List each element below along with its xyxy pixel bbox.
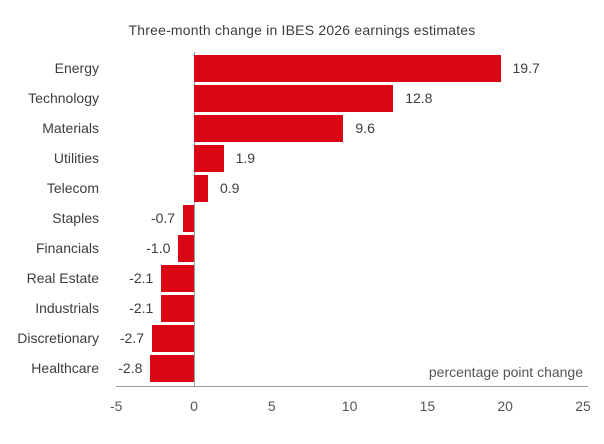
x-tick-label: 20 (497, 398, 513, 414)
value-label: 1.9 (235, 150, 256, 166)
value-label: 12.8 (405, 90, 433, 106)
category-label: Energy (54, 60, 99, 76)
x-tick-label: 5 (267, 398, 276, 414)
category-label: Industrials (35, 300, 99, 316)
bar (178, 235, 194, 262)
bar (161, 295, 194, 322)
bar (152, 325, 194, 352)
bar (161, 265, 194, 292)
x-axis-line (116, 386, 588, 387)
value-label: -2.7 (119, 330, 144, 346)
value-label: -2.8 (118, 360, 143, 376)
category-label: Technology (28, 90, 99, 106)
value-label: 19.7 (512, 60, 540, 76)
value-label: -0.7 (150, 210, 176, 226)
value-label: 0.9 (220, 180, 240, 196)
x-axis-annotation: percentage point change (428, 364, 583, 380)
bar (194, 115, 344, 142)
bar (183, 205, 194, 232)
bar (150, 355, 194, 382)
chart-title: Three-month change in IBES 2026 earnings… (128, 22, 476, 38)
value-label: -2.1 (129, 270, 154, 286)
category-label: Discretionary (17, 330, 99, 346)
x-tick-label: -5 (109, 398, 123, 414)
value-label: 9.6 (355, 120, 375, 136)
value-label: -2.1 (129, 300, 154, 316)
x-tick-label: 15 (419, 398, 436, 414)
category-label: Staples (52, 210, 99, 226)
category-label: Financials (35, 240, 99, 256)
x-tick-label: 10 (341, 398, 358, 414)
category-label: Healthcare (31, 360, 99, 376)
x-tick-label: 25 (575, 398, 591, 414)
category-label: Materials (42, 120, 99, 136)
category-label: Real Estate (26, 270, 99, 286)
category-label: Telecom (46, 180, 99, 196)
x-tick-label: 0 (190, 398, 198, 414)
bar (194, 85, 394, 112)
bar (194, 175, 208, 202)
bar (194, 55, 501, 82)
value-label: -1.0 (146, 240, 171, 256)
category-label: Utilities (53, 150, 99, 166)
zero-axis-line (194, 52, 195, 386)
bar (194, 145, 224, 172)
